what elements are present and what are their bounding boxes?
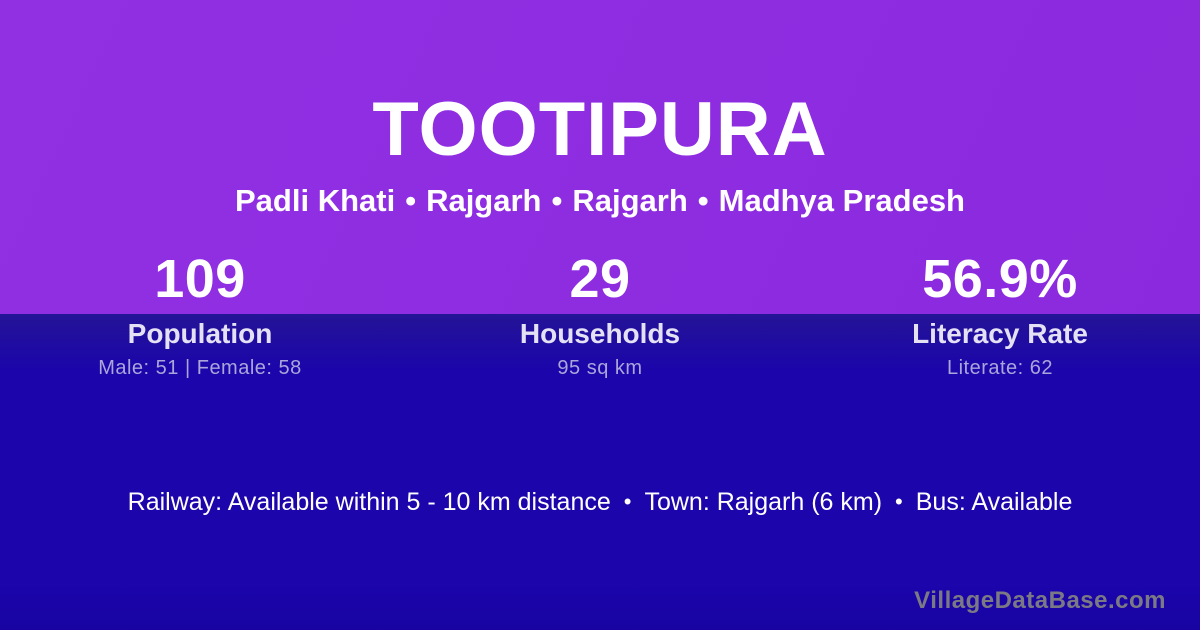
breadcrumb: Padli Khati • Rajgarh • Rajgarh • Madhya Prade… <box>0 183 1200 218</box>
stats-row: 109 Population Male: 51 | Female: 58 29 … <box>0 249 1200 379</box>
breadcrumb-item-district: Rajgarh <box>572 183 688 218</box>
transport-info-line: Railway: Available within 5 - 10 km dist… <box>0 487 1200 517</box>
literacy-label: Literacy Rate <box>912 318 1088 349</box>
bottom-indigo-section <box>0 314 1200 630</box>
footer-separator: • <box>895 489 903 514</box>
breadcrumb-separator: • <box>551 183 563 218</box>
literacy-value: 56.9% <box>922 249 1078 309</box>
breadcrumb-item-subdistrict: Rajgarh <box>426 183 542 218</box>
literacy-detail: Literate: 62 <box>946 357 1054 379</box>
households-label: Households <box>519 318 681 349</box>
households-value: 29 <box>569 249 631 309</box>
population-detail: Male: 51 | Female: 58 <box>98 357 302 379</box>
breadcrumb-separator: • <box>697 183 709 218</box>
bus-info: Bus: Available <box>915 488 1073 516</box>
stat-population: 109 Population Male: 51 | Female: 58 <box>0 249 400 379</box>
watermark-sitename: VillageDataBase.com <box>914 587 1166 614</box>
town-info: Town: Rajgarh (6 km) <box>644 488 883 516</box>
breadcrumb-item-state: Madhya Pradesh <box>718 183 965 218</box>
households-detail: 95 sq km <box>557 357 643 379</box>
breadcrumb-item-tehsil: Padli Khati <box>235 183 396 218</box>
population-value: 109 <box>154 249 246 309</box>
footer-separator: • <box>623 489 632 514</box>
population-label: Population <box>127 318 273 349</box>
village-name-title: TOOTIPURA <box>372 87 828 172</box>
stat-literacy: 56.9% Literacy Rate Literate: 62 <box>800 249 1200 379</box>
stat-households: 29 Households 95 sq km <box>400 249 800 379</box>
breadcrumb-separator: • <box>405 183 417 218</box>
top-purple-section <box>0 0 1200 314</box>
railway-info: Railway: Available within 5 - 10 km dist… <box>127 488 611 516</box>
